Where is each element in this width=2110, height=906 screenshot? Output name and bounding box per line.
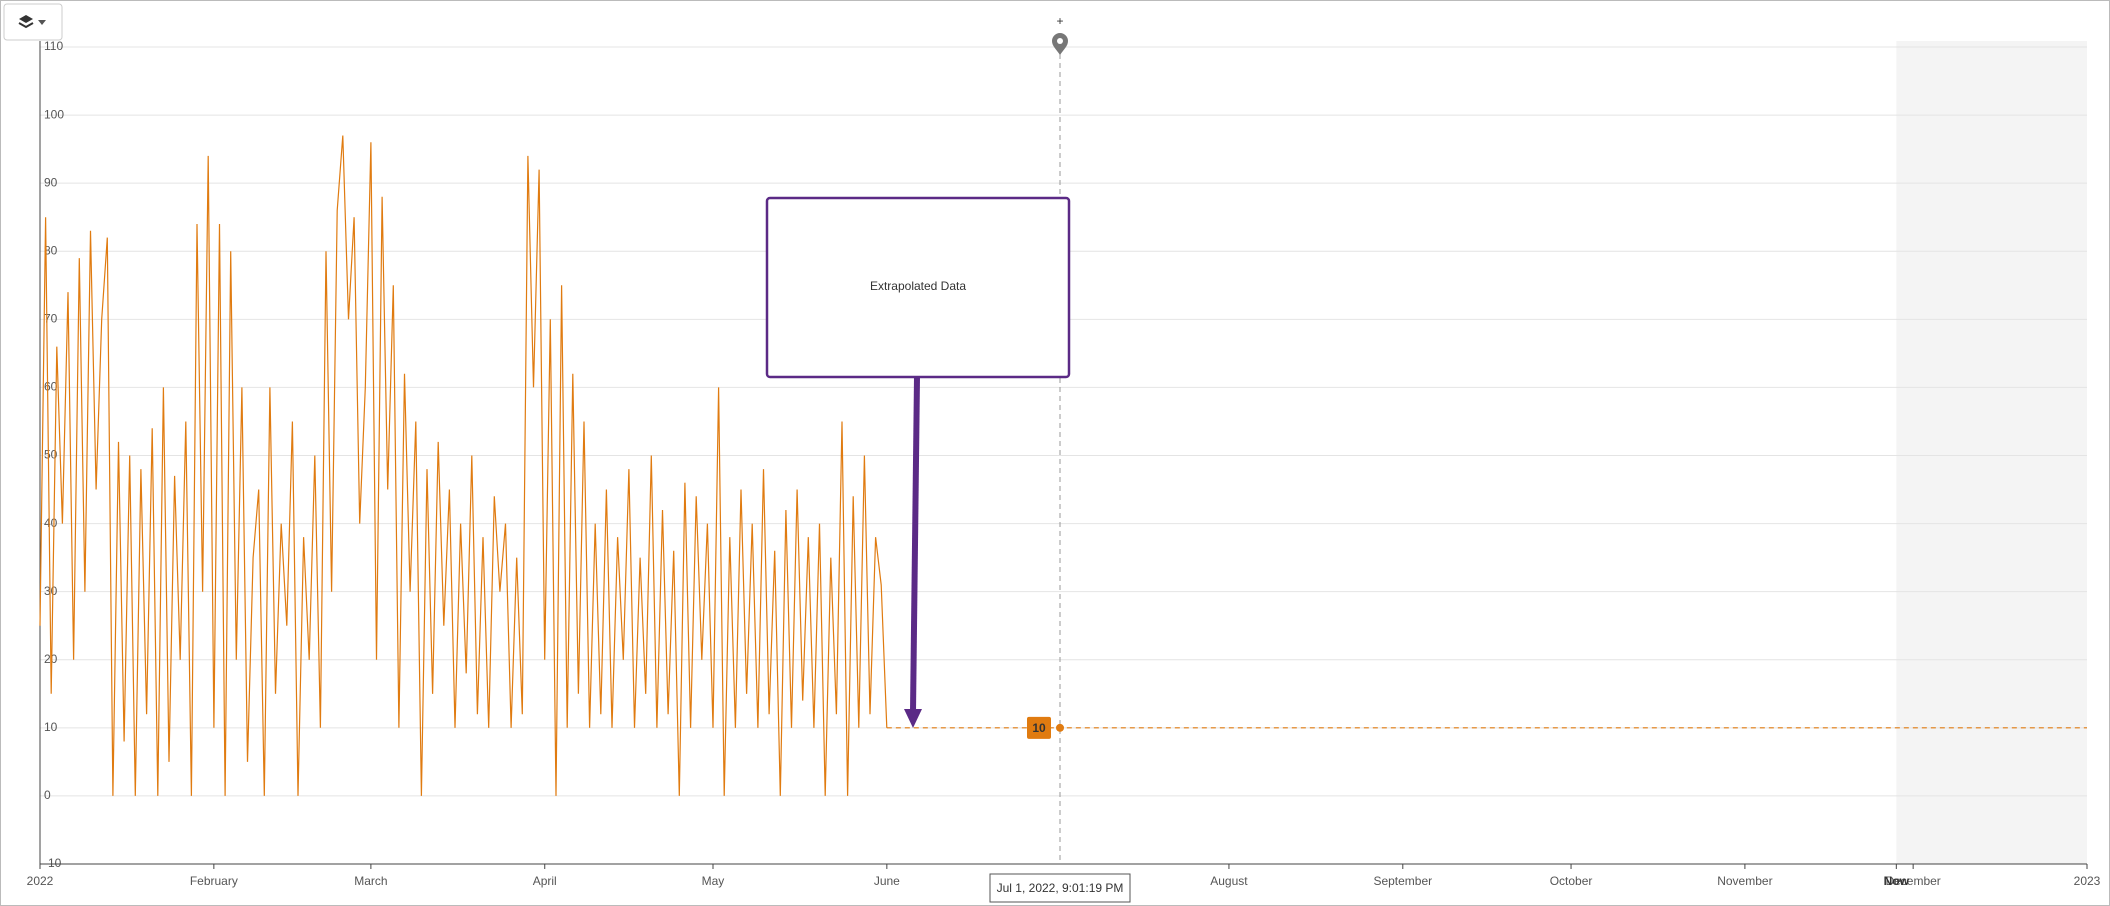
x-tick-label: June: [874, 874, 900, 888]
y-tick-label: 30: [44, 584, 58, 598]
cursor-plus: +: [1056, 14, 1063, 28]
y-tick-label: 70: [44, 312, 58, 326]
x-tick-label: February: [190, 874, 238, 888]
x-tick-label: 2023: [2074, 874, 2101, 888]
x-tick-label: October: [1550, 874, 1593, 888]
button-frame[interactable]: [3, 3, 63, 41]
y-tick-label: 100: [44, 107, 64, 121]
dropdown-caret: [38, 20, 46, 25]
value-badge-label: 10: [1032, 721, 1046, 735]
y-tick-label: 90: [44, 175, 58, 189]
y-tick-label: 50: [44, 448, 58, 462]
layers-icon: [18, 22, 34, 29]
annotation-arrowhead: [904, 709, 922, 728]
x-tick-label: 2022: [27, 874, 54, 888]
cursor-tooltip-label: Jul 1, 2022, 9:01:19 PM: [997, 881, 1124, 895]
x-tick-label: March: [354, 874, 387, 888]
value-badge: [1027, 716, 1051, 739]
x-tick-label: August: [1210, 874, 1248, 888]
now-label: Now: [1884, 874, 1910, 888]
layers-icon: [19, 15, 33, 23]
layers-button[interactable]: [3, 3, 63, 41]
y-tick-label: 40: [44, 516, 58, 530]
annotation-text: Extrapolated Data: [870, 279, 966, 293]
y-tick-label: 10: [44, 720, 58, 734]
cursor-dot: [1056, 723, 1064, 732]
future-shade: [1896, 41, 2087, 864]
pin-hole: [1057, 38, 1063, 44]
x-tick-label: May: [702, 874, 725, 888]
x-tick-label: December: [1885, 874, 1940, 888]
cursor-tooltip: [989, 873, 1131, 903]
data-line: [39, 135, 888, 796]
y-tick-label: 110: [44, 39, 63, 53]
annotation-box: [765, 196, 1071, 379]
y-tick-label: 0: [44, 788, 51, 802]
x-tick-label: November: [1717, 874, 1772, 888]
y-tick-label: 80: [44, 243, 58, 257]
x-tick-label: April: [533, 874, 557, 888]
annotation-arrow: [910, 376, 920, 713]
x-tick-label: September: [1373, 874, 1432, 888]
y-tick-label: -10: [44, 856, 62, 870]
